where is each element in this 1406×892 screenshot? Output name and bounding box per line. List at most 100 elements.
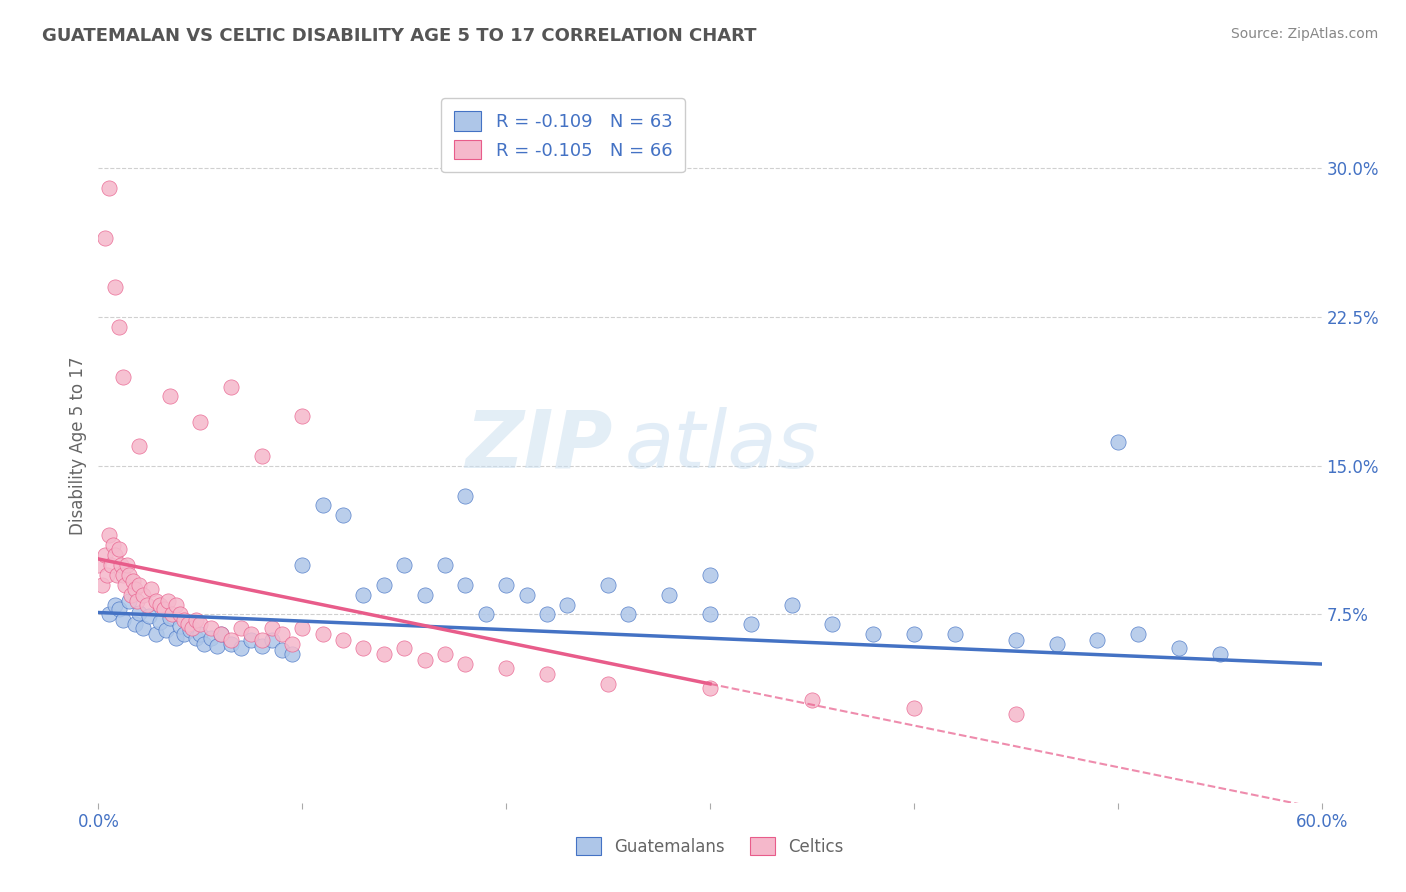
Point	[454, 657, 477, 671]
Text: ZIP: ZIP	[465, 407, 612, 485]
Point	[903, 627, 925, 641]
Point	[240, 627, 263, 641]
Point	[219, 633, 242, 648]
Point	[193, 637, 215, 651]
Point	[392, 558, 416, 572]
Point	[136, 598, 159, 612]
Point	[495, 661, 517, 675]
Point	[373, 578, 395, 592]
Point	[352, 588, 374, 602]
Point	[1107, 435, 1129, 450]
Point	[352, 641, 374, 656]
Point	[138, 609, 160, 624]
Point	[291, 621, 314, 635]
Point	[260, 621, 283, 635]
Point	[205, 639, 228, 653]
Point	[141, 582, 163, 596]
Point	[281, 647, 304, 661]
Point	[93, 231, 115, 245]
Point	[373, 647, 395, 661]
Point	[231, 641, 253, 656]
Point	[152, 601, 174, 615]
Point	[598, 578, 620, 592]
Point	[149, 615, 172, 630]
Point	[1085, 633, 1108, 648]
Point	[111, 567, 134, 582]
Point	[108, 601, 131, 615]
Point	[97, 607, 120, 622]
Point	[186, 614, 208, 628]
Point	[291, 558, 314, 572]
Point	[186, 632, 208, 646]
Point	[434, 558, 457, 572]
Point	[145, 593, 167, 607]
Text: Source: ZipAtlas.com: Source: ZipAtlas.com	[1230, 27, 1378, 41]
Point	[169, 607, 191, 622]
Point	[392, 641, 416, 656]
Point	[1004, 706, 1026, 721]
Point	[104, 598, 127, 612]
Point	[434, 647, 457, 661]
Y-axis label: Disability Age 5 to 17: Disability Age 5 to 17	[69, 357, 87, 535]
Point	[862, 627, 884, 641]
Point	[699, 681, 721, 695]
Point	[1167, 641, 1189, 656]
Point	[132, 588, 155, 602]
Point	[557, 598, 579, 612]
Point	[200, 621, 222, 635]
Point	[114, 578, 136, 592]
Legend: Guatemalans, Celtics: Guatemalans, Celtics	[567, 827, 853, 866]
Point	[188, 627, 212, 641]
Point	[177, 617, 200, 632]
Point	[100, 558, 122, 572]
Point	[188, 415, 212, 429]
Point	[658, 588, 681, 602]
Point	[270, 627, 294, 641]
Point	[1004, 633, 1026, 648]
Point	[413, 653, 436, 667]
Point	[270, 643, 294, 657]
Point	[165, 598, 187, 612]
Point	[474, 607, 498, 622]
Point	[598, 677, 620, 691]
Point	[118, 593, 141, 607]
Point	[181, 621, 204, 635]
Point	[801, 692, 824, 706]
Point	[281, 637, 304, 651]
Point	[115, 558, 138, 572]
Point	[699, 567, 721, 582]
Point	[200, 632, 222, 646]
Point	[159, 611, 181, 625]
Point	[903, 700, 925, 714]
Point	[250, 633, 273, 648]
Point	[1045, 637, 1069, 651]
Point	[780, 598, 803, 612]
Point	[219, 637, 242, 651]
Point	[231, 621, 253, 635]
Point	[740, 617, 762, 632]
Point	[118, 567, 141, 582]
Point	[159, 389, 181, 403]
Point	[821, 617, 844, 632]
Point	[332, 633, 354, 648]
Point	[332, 508, 354, 523]
Point	[536, 667, 558, 681]
Point	[87, 558, 110, 572]
Point	[104, 548, 127, 562]
Point	[260, 633, 283, 648]
Point	[291, 409, 314, 424]
Point	[413, 588, 436, 602]
Point	[188, 617, 212, 632]
Point	[1128, 627, 1150, 641]
Point	[209, 627, 232, 641]
Point	[149, 598, 172, 612]
Point	[104, 280, 127, 294]
Point	[91, 578, 114, 592]
Point	[124, 617, 146, 632]
Point	[209, 627, 232, 641]
Point	[943, 627, 966, 641]
Point	[495, 578, 517, 592]
Point	[124, 582, 146, 596]
Point	[160, 607, 183, 622]
Point	[96, 567, 118, 582]
